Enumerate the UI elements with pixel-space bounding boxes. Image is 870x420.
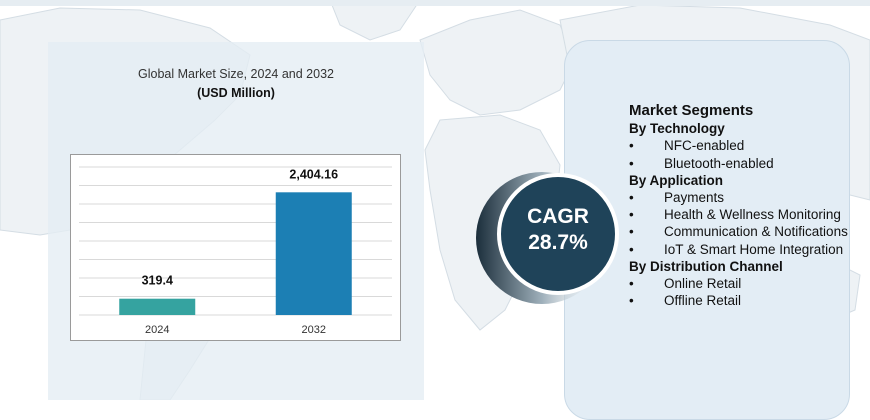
bullet-icon: • xyxy=(629,155,634,171)
segment-group-title: By Technology xyxy=(629,121,725,137)
segment-item: • Communication & Notifications xyxy=(629,223,854,240)
segment-group-title: By Application xyxy=(629,172,724,188)
bullet-icon: • xyxy=(629,138,634,154)
segment-item-label: Communication & Notifications xyxy=(664,224,848,240)
bar-chart-svg: 319.4 2024 2,404.16 2032 xyxy=(79,166,392,336)
segment-group-title: By Distribution Channel xyxy=(629,258,783,274)
segment-item-label: IoT & Smart Home Integration xyxy=(664,241,844,257)
segment-item: • Payments xyxy=(629,189,854,206)
segment-item: • NFC-enabled xyxy=(629,137,854,154)
data-label-2032: 2,404.16 xyxy=(289,167,338,181)
bullet-icon: • xyxy=(629,190,634,206)
segment-item-label: Health & Wellness Monitoring xyxy=(664,207,841,223)
header-strip xyxy=(0,0,870,6)
segment-item-label: NFC-enabled xyxy=(664,138,745,154)
chart-title: Global Market Size, 2024 and 2032 xyxy=(138,67,334,81)
data-label-2024: 319.4 xyxy=(142,274,173,288)
bullet-icon: • xyxy=(629,224,634,240)
bullet-icon: • xyxy=(629,241,634,257)
cagr-value: 28.7% xyxy=(528,231,588,254)
segment-item: • Health & Wellness Monitoring xyxy=(629,206,854,223)
segment-item-label: Offline Retail xyxy=(664,293,742,309)
cagr-badge xyxy=(497,173,619,295)
chart-subtitle: (USD Million) xyxy=(197,86,275,100)
bar-chart: 319.4 2024 2,404.16 2032 xyxy=(70,154,401,341)
bullet-icon: • xyxy=(629,207,634,223)
segment-item-label: Payments xyxy=(664,190,725,206)
segment-item: • Online Retail xyxy=(629,275,854,292)
segment-item-label: Bluetooth-enabled xyxy=(664,155,774,171)
segment-item: • Offline Retail xyxy=(629,292,854,309)
market-segments-list: Market Segments By Technology • NFC-enabl… xyxy=(629,102,854,309)
bar-2032 xyxy=(275,192,352,315)
segment-item: • Bluetooth-enabled xyxy=(629,155,854,172)
x-tick-label: 2024 xyxy=(145,324,169,336)
segment-item: • IoT & Smart Home Integration xyxy=(629,241,854,258)
cagr-label: CAGR xyxy=(527,205,589,228)
bullet-icon: • xyxy=(629,276,634,292)
segments-heading: Market Segments xyxy=(629,102,754,119)
bullet-icon: • xyxy=(629,293,634,309)
x-tick-label: 2032 xyxy=(302,324,326,336)
segment-item-label: Online Retail xyxy=(664,276,742,292)
bar-2024 xyxy=(119,298,196,315)
